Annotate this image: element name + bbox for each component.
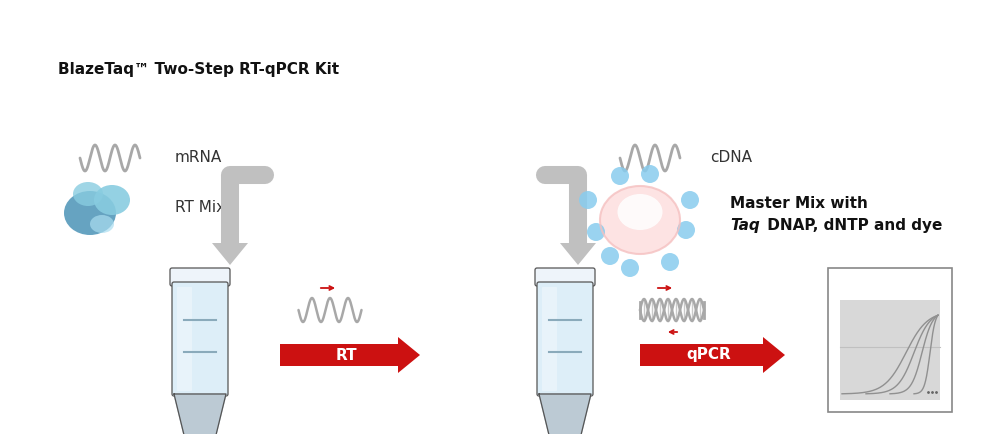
FancyBboxPatch shape <box>574 238 582 246</box>
Polygon shape <box>174 394 226 434</box>
Ellipse shape <box>73 182 103 206</box>
Text: cDNA: cDNA <box>710 151 752 165</box>
Polygon shape <box>539 394 591 434</box>
Text: Master Mix with: Master Mix with <box>730 196 868 211</box>
Circle shape <box>601 247 619 265</box>
FancyBboxPatch shape <box>542 287 557 391</box>
Text: mRNA: mRNA <box>175 151 222 165</box>
FancyBboxPatch shape <box>177 287 192 391</box>
FancyBboxPatch shape <box>280 344 405 366</box>
Ellipse shape <box>90 215 114 233</box>
Circle shape <box>579 191 597 209</box>
Text: DNAP, dNTP and dye: DNAP, dNTP and dye <box>762 218 942 233</box>
FancyBboxPatch shape <box>840 382 940 400</box>
Polygon shape <box>212 243 248 265</box>
Circle shape <box>621 259 639 277</box>
Text: RT: RT <box>336 348 358 362</box>
Ellipse shape <box>618 194 662 230</box>
FancyBboxPatch shape <box>640 344 770 366</box>
Text: qPCR: qPCR <box>687 348 732 362</box>
Polygon shape <box>763 337 785 373</box>
Polygon shape <box>560 243 596 265</box>
Ellipse shape <box>64 191 116 235</box>
Circle shape <box>661 253 679 271</box>
Ellipse shape <box>600 186 680 254</box>
Ellipse shape <box>94 185 130 215</box>
Circle shape <box>681 191 699 209</box>
Text: Taq: Taq <box>730 218 760 233</box>
FancyBboxPatch shape <box>535 268 595 286</box>
Circle shape <box>587 223 605 241</box>
Circle shape <box>641 165 659 183</box>
FancyBboxPatch shape <box>226 238 234 246</box>
FancyBboxPatch shape <box>828 268 952 412</box>
FancyBboxPatch shape <box>172 282 228 396</box>
Text: BlazeTaq™ Two-Step RT-qPCR Kit: BlazeTaq™ Two-Step RT-qPCR Kit <box>58 62 339 77</box>
FancyBboxPatch shape <box>840 300 940 394</box>
Circle shape <box>611 167 629 185</box>
Circle shape <box>677 221 695 239</box>
Text: RT Mix: RT Mix <box>175 201 225 216</box>
Polygon shape <box>398 337 420 373</box>
FancyBboxPatch shape <box>170 268 230 286</box>
FancyBboxPatch shape <box>537 282 593 396</box>
